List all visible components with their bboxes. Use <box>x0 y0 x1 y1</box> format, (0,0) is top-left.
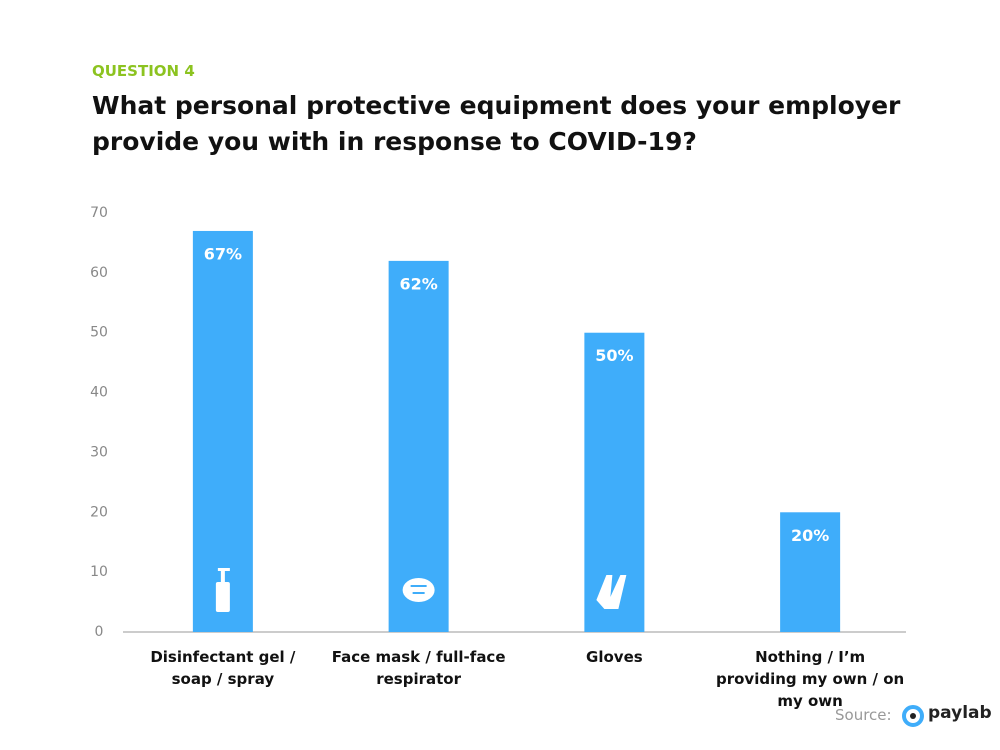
title-line: What personal protective equipment does … <box>92 91 901 120</box>
title-line: provide you with in response to COVID-19… <box>92 127 697 156</box>
x-tick-label: Gloves <box>586 648 643 666</box>
y-tick-label: 40 <box>90 385 108 401</box>
x-tick-label: Disinfectant gel / soap / spray <box>150 648 296 688</box>
value-label: 20% <box>791 526 829 545</box>
chart-title: What personal protective equipment does … <box>92 88 900 160</box>
kicker: QUESTION 4 <box>92 62 195 80</box>
icon <box>596 575 627 609</box>
bar <box>192 230 253 632</box>
x-tick-label: Face mask / full-face respirator <box>331 648 506 688</box>
y-tick-label: 60 <box>90 265 108 281</box>
logo: paylab <box>928 703 992 723</box>
icon <box>217 568 230 571</box>
icon <box>402 578 435 602</box>
y-tick-label: 30 <box>90 444 108 460</box>
bar <box>780 512 841 632</box>
y-tick-label: 10 <box>90 564 108 580</box>
y-tick-label: 50 <box>90 325 108 341</box>
y-tick-label: 20 <box>90 504 108 520</box>
y-tick-label: 70 <box>90 205 108 221</box>
source-label: Source: <box>835 706 892 724</box>
value-label: 50% <box>595 346 633 365</box>
logo-icon <box>902 705 924 727</box>
value-label: 62% <box>399 274 437 293</box>
logo-dot <box>910 713 916 719</box>
value-label: 67% <box>204 244 242 263</box>
bar <box>584 332 645 632</box>
icon <box>215 582 230 612</box>
bar <box>388 260 449 632</box>
y-tick-label: 0 <box>95 624 104 640</box>
icon <box>220 570 225 582</box>
x-tick-label: Nothing / I’m providing my own / on my o… <box>715 648 905 710</box>
